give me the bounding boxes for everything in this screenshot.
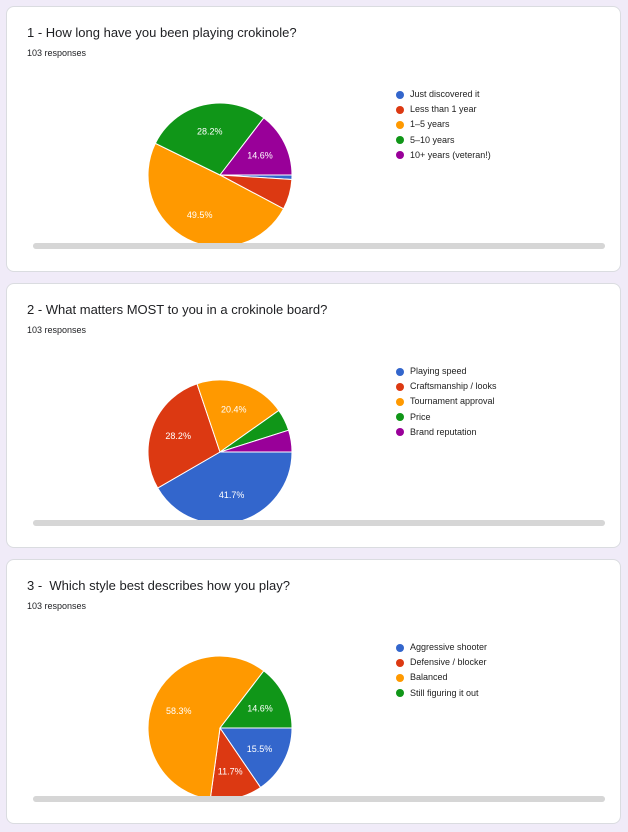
pie-slice[interactable] [218, 670, 293, 729]
legend-label: Craftsmanship / looks [410, 381, 497, 392]
slice-data-label: 15.5% [247, 744, 273, 754]
legend-swatch-icon [396, 689, 404, 698]
legend-item[interactable]: Balanced [396, 670, 487, 685]
legend-item[interactable]: Tournament approval [396, 394, 497, 409]
legend-label: Defensive / blocker [410, 657, 487, 668]
legend-label: Balanced [410, 672, 448, 683]
pie-slice[interactable] [154, 102, 265, 176]
legend-item[interactable]: 1–5 years [396, 117, 491, 132]
pie-slice[interactable] [147, 383, 221, 489]
scrollbar-thumb[interactable] [33, 243, 605, 249]
legend-swatch-icon [396, 673, 404, 682]
legend-item[interactable]: Still figuring it out [396, 686, 487, 701]
question-title: 1 - How long have you been playing croki… [27, 25, 297, 40]
legend-item[interactable]: 5–10 years [396, 133, 491, 148]
legend-swatch-icon [396, 413, 404, 422]
pie-slice[interactable] [147, 655, 265, 800]
legend-label: Aggressive shooter [410, 642, 488, 653]
slice-data-label: 28.2% [197, 127, 223, 137]
legend-swatch-icon [396, 151, 404, 160]
legend-swatch-icon [396, 382, 404, 391]
pie-slice[interactable] [196, 379, 280, 453]
legend-swatch-icon [396, 367, 404, 376]
pie-slice[interactable] [218, 117, 293, 176]
legend-swatch-icon [396, 120, 404, 129]
response-count: 103 responses [27, 325, 87, 335]
legend-item[interactable]: Price [396, 410, 497, 425]
slice-data-label: 28.2% [165, 431, 191, 441]
scrollbar-thumb[interactable] [33, 520, 605, 526]
legend-label: Playing speed [410, 366, 467, 377]
legend-label: Less than 1 year [410, 104, 477, 115]
legend-swatch-icon [396, 397, 404, 406]
legend-swatch-icon [396, 105, 404, 114]
legend-item[interactable]: Just discovered it [396, 87, 491, 102]
chart-legend: Aggressive shooter Defensive / blocker Bal… [396, 640, 487, 701]
legend-swatch-icon [396, 643, 404, 652]
legend-item[interactable]: 10+ years (veteran!) [396, 148, 491, 163]
horizontal-scrollbar[interactable] [33, 520, 605, 526]
slice-data-label: 20.4% [221, 405, 247, 415]
horizontal-scrollbar[interactable] [33, 243, 605, 249]
scrollbar-thumb[interactable] [33, 796, 605, 802]
legend-swatch-icon [396, 136, 404, 145]
pie-slice[interactable] [147, 142, 285, 248]
pie-slice[interactable] [219, 429, 293, 453]
legend-swatch-icon [396, 90, 404, 99]
question-card-3: 3 - Which style best describes how you p… [6, 559, 621, 824]
question-title: 3 - Which style best describes how you p… [27, 578, 291, 593]
legend-swatch-icon [396, 658, 404, 667]
pie-chart: 15.5% 11.7% 58.3% 14.6% [147, 655, 293, 801]
legend-label: Price [410, 411, 431, 422]
chart-legend: Just discovered it Less than 1 year 1–5 ye… [396, 87, 491, 163]
pie-chart: 41.7% 28.2% 20.4% [147, 379, 293, 525]
legend-label: Still figuring it out [410, 687, 479, 698]
legend-label: 1–5 years [410, 119, 450, 130]
question-card-1: 1 - How long have you been playing croki… [6, 6, 621, 272]
legend-label: Tournament approval [410, 396, 495, 407]
response-count: 103 responses [27, 48, 87, 58]
legend-item[interactable]: Playing speed [396, 364, 497, 379]
legend-label: Just discovered it [410, 89, 480, 100]
legend-item[interactable]: Brand reputation [396, 425, 497, 440]
slice-data-label: 49.5% [187, 210, 213, 220]
legend-item[interactable]: Defensive / blocker [396, 655, 487, 670]
slice-data-label: 41.7% [219, 490, 245, 500]
question-title: 2 - What matters MOST to you in a crokin… [27, 302, 328, 317]
pie-slice[interactable] [219, 727, 293, 789]
legend-label: 5–10 years [410, 134, 455, 145]
chart-legend: Playing speed Craftsmanship / looks Tourna… [396, 364, 497, 440]
slice-data-label: 58.3% [166, 706, 192, 716]
slice-data-label: 11.7% [218, 767, 243, 777]
legend-item[interactable]: Aggressive shooter [396, 640, 487, 655]
question-card-2: 2 - What matters MOST to you in a crokin… [6, 283, 621, 548]
legend-label: 10+ years (veteran!) [410, 149, 491, 160]
legend-swatch-icon [396, 428, 404, 437]
pie-chart: 49.5% 28.2% 14.6% [147, 102, 293, 248]
legend-label: Brand reputation [410, 426, 477, 437]
legend-item[interactable]: Craftsmanship / looks [396, 379, 497, 394]
slice-data-label: 14.6% [247, 150, 273, 160]
legend-item[interactable]: Less than 1 year [396, 102, 491, 117]
horizontal-scrollbar[interactable] [33, 796, 605, 802]
slice-data-label: 14.6% [247, 703, 273, 713]
response-count: 103 responses [27, 601, 87, 611]
